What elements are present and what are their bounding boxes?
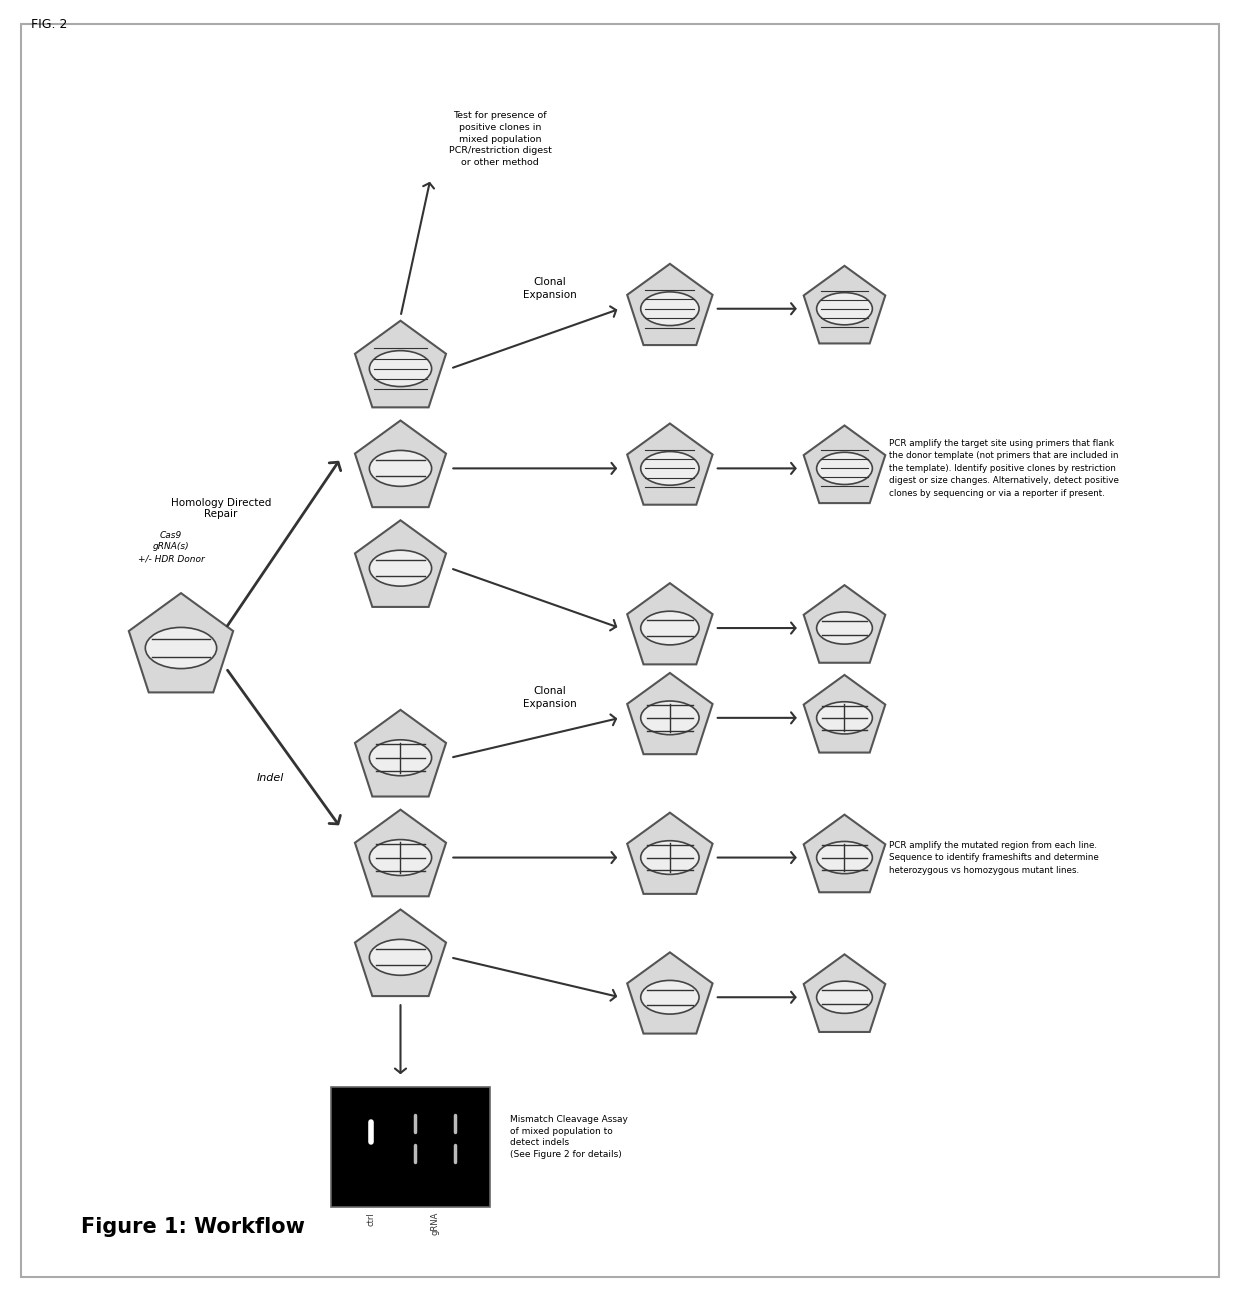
Bar (331, 1086, 490, 1207)
Polygon shape (627, 953, 713, 1033)
Polygon shape (355, 810, 446, 897)
Polygon shape (627, 263, 713, 345)
Text: Clonal
Expansion: Clonal Expansion (523, 687, 577, 710)
Ellipse shape (817, 611, 873, 644)
Polygon shape (804, 815, 885, 892)
Ellipse shape (817, 841, 873, 874)
Polygon shape (355, 520, 446, 607)
Ellipse shape (641, 701, 699, 735)
Ellipse shape (370, 450, 432, 487)
Polygon shape (355, 321, 446, 408)
Ellipse shape (370, 840, 432, 876)
Text: Clonal
Expansion: Clonal Expansion (523, 278, 577, 300)
Polygon shape (804, 266, 885, 344)
Text: ctrl: ctrl (366, 1212, 374, 1225)
Text: Mismatch Cleavage Assay
of mixed population to
detect indels
(See Figure 2 for d: Mismatch Cleavage Assay of mixed populat… (510, 1115, 629, 1159)
Text: Cas9
gRNA(s)
+/- HDR Donor: Cas9 gRNA(s) +/- HDR Donor (138, 531, 205, 563)
Text: PCR amplify the target site using primers that flank
the donor template (not pri: PCR amplify the target site using primer… (889, 439, 1120, 498)
Polygon shape (129, 593, 233, 692)
Text: Homology Directed
Repair: Homology Directed Repair (171, 497, 272, 519)
Polygon shape (804, 426, 885, 504)
Text: Figure 1: Workflow: Figure 1: Workflow (81, 1216, 305, 1237)
Ellipse shape (641, 841, 699, 875)
Polygon shape (804, 585, 885, 663)
Ellipse shape (817, 292, 873, 324)
Ellipse shape (370, 550, 432, 587)
Ellipse shape (370, 740, 432, 776)
Ellipse shape (145, 627, 217, 668)
Text: FIG. 2: FIG. 2 (31, 18, 68, 31)
Ellipse shape (641, 452, 699, 485)
Text: Test for presence of
positive clones in
mixed population
PCR/restriction digest
: Test for presence of positive clones in … (449, 112, 552, 167)
Ellipse shape (370, 940, 432, 975)
Polygon shape (627, 672, 713, 754)
Ellipse shape (641, 611, 699, 645)
Ellipse shape (817, 981, 873, 1014)
Polygon shape (627, 583, 713, 665)
Polygon shape (355, 421, 446, 508)
Ellipse shape (641, 292, 699, 326)
Ellipse shape (817, 452, 873, 484)
Polygon shape (627, 813, 713, 894)
Polygon shape (804, 675, 885, 753)
Ellipse shape (370, 350, 432, 387)
Polygon shape (355, 710, 446, 797)
Polygon shape (627, 423, 713, 505)
Text: Indel: Indel (257, 772, 284, 783)
Text: PCR amplify the mutated region from each line.
Sequence to identify frameshifts : PCR amplify the mutated region from each… (889, 841, 1099, 875)
Ellipse shape (817, 702, 873, 733)
Polygon shape (804, 954, 885, 1032)
Polygon shape (355, 910, 446, 996)
Ellipse shape (641, 980, 699, 1014)
Text: gRNA: gRNA (432, 1212, 440, 1236)
